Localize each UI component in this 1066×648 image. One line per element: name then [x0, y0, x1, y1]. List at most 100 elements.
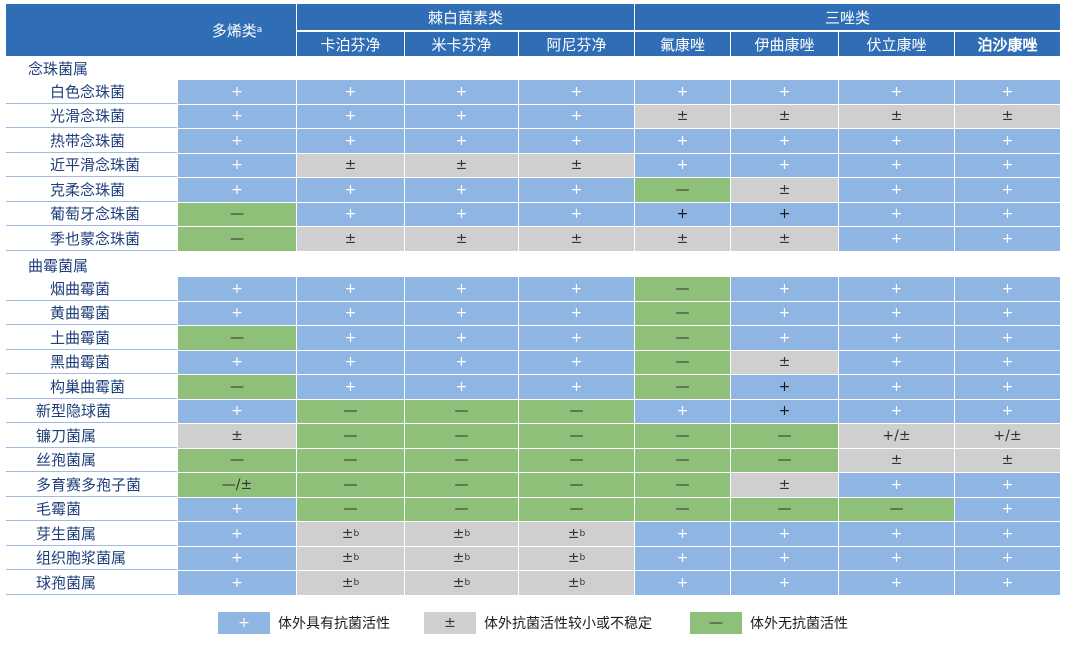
table-cell: +	[839, 571, 954, 595]
table-cell: +	[519, 104, 634, 128]
cell-value: +	[231, 83, 243, 100]
table-cell: +	[955, 473, 1060, 497]
cell-value: +	[231, 403, 243, 420]
cell-value: +	[890, 132, 903, 149]
cell-value: +	[890, 525, 903, 542]
cell-value: +	[778, 206, 791, 223]
cell-value: —/±	[221, 476, 253, 493]
cell-value: +	[890, 476, 903, 493]
cell-value: +	[1001, 501, 1014, 518]
header-corner	[6, 4, 178, 56]
cell-superscript: b	[464, 553, 471, 564]
row-label: 丝孢菌属	[6, 449, 177, 472]
table-cell: +	[635, 80, 730, 104]
cell-value: +	[676, 574, 689, 591]
group-aspergillus: 曲霉菌属	[0, 254, 176, 276]
table-cell: +	[405, 129, 518, 153]
row-label: 近平滑念珠菌	[6, 154, 177, 177]
cell-value: —	[675, 501, 690, 518]
row-label-text: 烟曲霉菌	[50, 279, 111, 298]
row-label: 黄曲霉菌	[6, 302, 177, 325]
table-cell: —	[297, 497, 404, 521]
cell-value: —	[569, 427, 584, 444]
cell-value: —	[675, 378, 690, 395]
table-cell: +	[519, 301, 634, 325]
cell-value: ±	[567, 550, 580, 567]
table-cell: +	[731, 153, 838, 177]
cell-value: ±	[570, 157, 583, 174]
cell-value: —	[675, 452, 690, 469]
row-label-text: 黄曲霉菌	[50, 304, 111, 323]
header-drug-label: 氟康唑	[659, 35, 705, 54]
cell-value: —	[454, 452, 469, 469]
cell-value: +	[455, 280, 468, 297]
cell-superscript: b	[579, 528, 586, 539]
row-label: 镰刀菌属	[6, 424, 177, 448]
antifungal-table: 多烯类 a 棘白菌素类 三唑类 卡泊芬净 米卡芬净 阿尼芬净 氟康唑 伊曲康唑 伏…	[0, 4, 1060, 595]
cell-value: +	[676, 403, 689, 420]
header-azoles: 三唑类	[635, 4, 1060, 31]
header-drug-label: 泊沙康唑	[977, 35, 1038, 54]
header-drug-label: 卡泊芬净	[320, 35, 381, 54]
cell-value: —	[230, 206, 244, 223]
row-label-text: 黑曲霉菌	[50, 353, 111, 372]
table-cell: —	[731, 424, 838, 448]
table-cell: +	[297, 350, 404, 374]
header-drug-2: 米卡芬净	[405, 32, 518, 56]
cell-superscript: b	[353, 528, 360, 539]
cell-value: ±	[778, 230, 791, 247]
header-azoles-label: 三唑类	[824, 8, 870, 27]
table-cell: —	[178, 326, 296, 350]
cell-value: —	[569, 501, 584, 518]
table-cell: +	[955, 375, 1060, 399]
cell-value: +	[890, 230, 903, 247]
table-cell: ± b	[519, 571, 634, 595]
table-cell: ± b	[405, 522, 518, 546]
row-label-text: 热带念珠菌	[50, 131, 126, 150]
cell-value: +	[890, 157, 903, 174]
table-cell: —	[635, 424, 730, 448]
legend-swatch-partial: ±	[424, 612, 476, 634]
table-cell: ± b	[297, 571, 404, 595]
table-cell: +	[178, 153, 296, 177]
table-cell: —	[635, 178, 730, 202]
cell-value: +	[455, 329, 468, 346]
cell-value: —	[454, 476, 469, 493]
row-label-text: 芽生菌属	[36, 524, 97, 543]
legend-symbol: +	[238, 615, 250, 631]
cell-value: +	[890, 280, 903, 297]
table-cell: ±	[405, 227, 518, 251]
cell-value: —	[230, 378, 244, 395]
table-cell: —	[178, 227, 296, 251]
row-label-text: 新型隐球菌	[36, 402, 112, 421]
cell-value: +	[890, 329, 903, 346]
cell-value: +	[344, 83, 357, 100]
cell-value: +	[455, 181, 468, 198]
cell-value: +	[570, 329, 583, 346]
cell-value: +	[231, 501, 243, 518]
table-cell: +	[955, 277, 1060, 301]
table-cell: +	[405, 326, 518, 350]
header-drug-1: 卡泊芬净	[297, 32, 404, 56]
table-cell: +	[955, 153, 1060, 177]
table-cell: +	[635, 153, 730, 177]
cell-value: +	[231, 181, 243, 198]
table-cell: —	[635, 448, 730, 472]
table-cell: +	[955, 301, 1060, 325]
legend-text-plus: 体外具有抗菌活性	[278, 612, 390, 634]
table-cell: +	[839, 473, 954, 497]
table-cell: —	[405, 399, 518, 423]
table-cell: +	[955, 522, 1060, 546]
row-label: 构巢曲霉菌	[6, 375, 177, 399]
table-cell: +	[178, 497, 296, 521]
table-cell: +	[178, 80, 296, 104]
table-cell: +	[731, 80, 838, 104]
cell-value: +	[890, 83, 903, 100]
row-label-text: 镰刀菌属	[36, 426, 97, 445]
cell-value: +	[1001, 83, 1014, 100]
table-cell: ±	[405, 153, 518, 177]
cell-value: +	[890, 574, 903, 591]
table-cell: +	[955, 178, 1060, 202]
cell-value: +	[344, 108, 357, 125]
table-cell: +	[731, 301, 838, 325]
